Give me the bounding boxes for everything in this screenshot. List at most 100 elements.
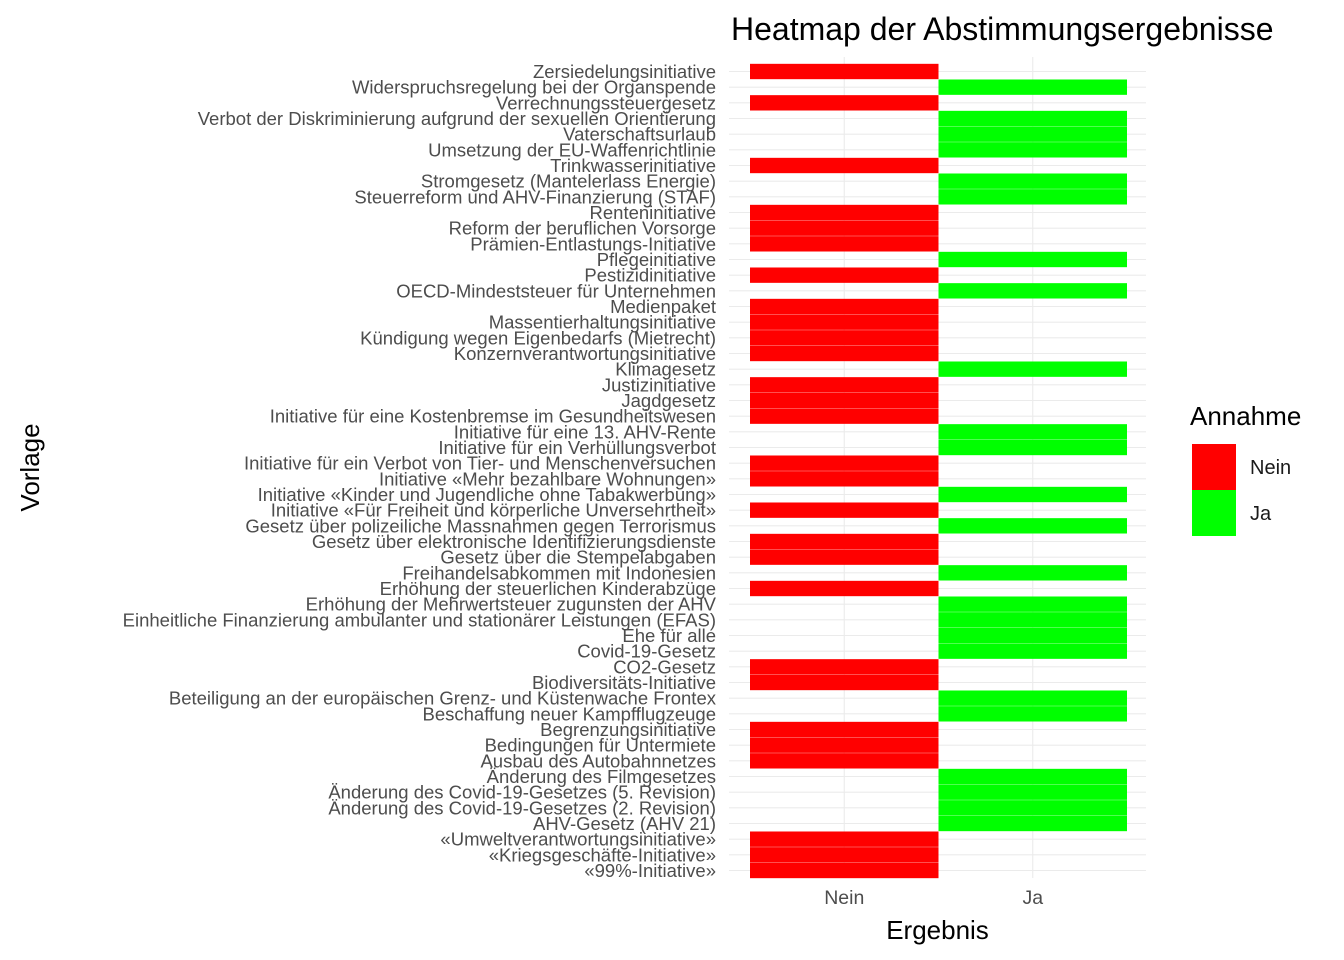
y-tick-label: Renteninitiative [590, 202, 717, 223]
x-axis-title: Ergebnis [886, 915, 989, 945]
heatmap-tile [938, 627, 1127, 644]
heatmap-tile [938, 486, 1127, 503]
heatmap-tile [938, 283, 1127, 299]
y-tick-label: Initiative für eine 13. AHV-Rente [454, 421, 716, 442]
y-tick-label: Verrechnungssteuergesetz [496, 92, 716, 113]
y-tick-label: Beteiligung an der europäischen Grenz- u… [169, 688, 717, 709]
heatmap-tile [938, 361, 1127, 377]
heatmap-tile [750, 345, 939, 362]
heatmap-tile [750, 580, 939, 597]
heatmap-tile [750, 502, 939, 518]
heatmap-tile [938, 79, 1127, 95]
heatmap-tile [750, 753, 939, 769]
y-tick-label: Massentierhaltungsinitiative [489, 312, 716, 333]
heatmap-tile [750, 377, 939, 393]
y-tick-label: Umsetzung der EU-Waffenrichtlinie [428, 139, 716, 160]
y-tick-label: Initiative «Mehr bezahlbare Wohnungen» [379, 468, 716, 489]
heatmap-tile [750, 267, 939, 283]
y-tick-label: Medienpaket [610, 296, 716, 317]
y-tick-label: Justizinitiative [602, 374, 716, 395]
y-tick-label: Erhöhung der Mehrwertsteuer zugunsten de… [306, 594, 717, 615]
heatmap-tile [938, 110, 1127, 127]
y-tick-label: Begrenzungsinitiative [540, 719, 716, 740]
chart-title: Heatmap der Abstimmungsergebnisse [731, 11, 1274, 47]
heatmap-tile [750, 847, 939, 863]
legend-label: Nein [1250, 457, 1291, 479]
y-tick-label: Verbot der Diskriminierung aufgrund der … [198, 108, 716, 129]
y-axis-title: Vorlage [15, 423, 45, 511]
y-tick-label: AHV-Gesetz (AHV 21) [533, 813, 716, 834]
heatmap-tile [938, 251, 1127, 268]
y-tick-label: Änderung des Filmgesetzes [487, 766, 716, 787]
heatmap-tile [750, 455, 939, 471]
y-tick-label: Biodiversitäts-Initiative [532, 672, 716, 693]
heatmap-tile [938, 612, 1127, 628]
heatmap-tile [750, 659, 939, 675]
heatmap-tile [938, 815, 1127, 832]
heatmap-tile [750, 549, 939, 565]
heatmap-tile [750, 236, 939, 252]
heatmap-tile [750, 314, 939, 330]
legend-label: Ja [1250, 503, 1272, 525]
y-tick-label: Initiative «Kinder und Jugendliche ohne … [258, 484, 716, 505]
heatmap-tile [938, 706, 1127, 722]
legend: Annahme Nein Ja [1190, 401, 1301, 536]
y-tick-label: Covid-19-Gesetz [577, 641, 716, 662]
heatmap-tile [938, 518, 1127, 534]
y-tick-label: Einheitliche Finanzierung ambulanter und… [123, 609, 716, 630]
y-tick-label: Steuerreform und AHV-Finanzierung (STAF) [354, 186, 716, 207]
legend-swatch [1192, 444, 1236, 490]
y-tick-label: Freihandelsabkommen mit Indonesien [402, 562, 716, 583]
y-tick-label: Konzernverantwortungsinitiative [454, 343, 716, 364]
y-tick-label: Kündigung wegen Eigenbedarfs (Mietrecht) [360, 327, 716, 348]
y-tick-label: Jagdgesetz [621, 390, 716, 411]
heatmap-tile [750, 392, 939, 409]
heatmap-tile [750, 95, 939, 111]
y-tick-label: Initiative «Für Freiheit und körperliche… [271, 500, 716, 521]
heatmap-tile [750, 330, 939, 346]
heatmap-tile [938, 126, 1127, 142]
y-tick-label: Gesetz über die Stempelabgaben [440, 547, 716, 568]
heatmap-tile [938, 439, 1127, 456]
y-tick-label: Stromgesetz (Mantelerlass Energie) [421, 171, 716, 192]
y-tick-label: Initiative für eine Kostenbremse im Gesu… [270, 406, 716, 427]
heatmap-tile [938, 784, 1127, 800]
y-tick-label: OECD-Mindeststeuer für Unternehmen [396, 280, 716, 301]
y-tick-label: Prämien-Entlastungs-Initiative [470, 233, 716, 254]
heatmap-tile [750, 157, 939, 174]
heatmap-tile [938, 800, 1127, 816]
y-tick-label: Änderung des Covid-19-Gesetzes (2. Revis… [328, 797, 716, 818]
y-tick-label: Pestizidinitiative [584, 265, 716, 286]
y-tick-label: Gesetz über elektronische Identifizierun… [312, 531, 716, 552]
heatmap-tile [938, 142, 1127, 158]
heatmap-tile [938, 173, 1127, 189]
y-tick-label: Beschaffung neuer Kampfflugzeuge [423, 703, 716, 724]
legend-entries: Nein Ja [1192, 444, 1291, 536]
heatmap-tile [750, 204, 939, 221]
y-tick-label: Klimagesetz [615, 359, 716, 380]
heatmap-tile [750, 63, 939, 80]
y-tick-label: Vaterschaftsurlaub [563, 124, 716, 145]
y-tick-label: Erhöhung der steuerlichen Kinderabzüge [380, 578, 716, 599]
heatmap-tile [938, 565, 1127, 581]
y-tick-label: CO2-Gesetz [613, 656, 716, 677]
y-tick-label: Ausbau des Autobahnnetzes [480, 750, 716, 771]
heatmap-tile [938, 690, 1127, 706]
heatmap-tile [750, 471, 939, 487]
y-tick-label: Initiative für ein Verbot von Tier- und … [244, 453, 716, 474]
heatmap-tile [938, 768, 1127, 785]
y-tick-label: Widerspruchsregelung bei der Organspende [352, 77, 716, 98]
y-tick-label: «Kriegsgeschäfte-Initiative» [489, 844, 716, 865]
heatmap-tile [750, 220, 939, 236]
x-tick-label: Ja [1022, 887, 1043, 909]
y-tick-label: Trinkwasserinitiative [550, 155, 716, 176]
y-tick-label: Änderung des Covid-19-Gesetzes (5. Revis… [328, 782, 716, 803]
heatmap-tile [750, 721, 939, 738]
legend-swatch [1192, 490, 1236, 536]
x-axis-tick-labels: Nein Ja [824, 887, 1043, 909]
heatmap-tile [750, 862, 939, 879]
heatmap-tile [938, 596, 1127, 612]
heatmap-tile [750, 737, 939, 753]
heatmap-tile [750, 298, 939, 315]
